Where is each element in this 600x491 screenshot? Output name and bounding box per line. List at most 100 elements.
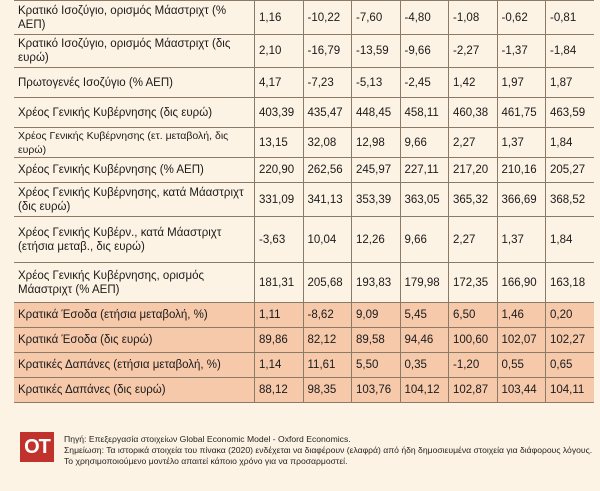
cell-value: 13,15 bbox=[254, 128, 303, 157]
cell-value: 435,47 bbox=[302, 98, 352, 127]
row-label: Κρατικό Ισοζύγιο, ορισμός Μάαστριχτ (δις… bbox=[18, 38, 231, 64]
row-label: Χρέος Γενικής Κυβέρνησης (δις ευρώ) bbox=[18, 106, 213, 119]
cell-value: 2,27 bbox=[448, 217, 497, 262]
row-label: Χρέος Γενικής Κυβέρνησης, ορισμός Μάαστρ… bbox=[18, 269, 205, 296]
cell-value: 104,11 bbox=[545, 378, 594, 402]
cell-value: 0,55 bbox=[496, 353, 546, 377]
cell-value: 172,35 bbox=[448, 263, 497, 302]
ot-logo: OT bbox=[20, 432, 54, 462]
cell-value: 341,13 bbox=[302, 183, 352, 216]
cell-value: -1,20 bbox=[448, 353, 497, 377]
cell-value: -7,60 bbox=[351, 1, 400, 34]
cell-value: -9,66 bbox=[399, 35, 449, 67]
cell-value: 102,87 bbox=[448, 378, 497, 402]
cell-value: 458,11 bbox=[399, 98, 449, 127]
cell-value: 220,90 bbox=[254, 158, 303, 182]
cell-value: 262,56 bbox=[302, 158, 352, 182]
cell-value: -3,63 bbox=[254, 217, 303, 262]
cell-value: 100,60 bbox=[448, 328, 497, 352]
cell-value: 1,46 bbox=[496, 303, 546, 327]
row-label: Κρατικές Δαπάνες (δις ευρώ) bbox=[14, 378, 254, 402]
cell-value: -1,37 bbox=[496, 35, 546, 67]
table-row: Πρωτογενές Ισοζύγιο (% ΑΕΠ) 4,17 -7,23 -… bbox=[14, 68, 594, 98]
cell-value: 0,65 bbox=[545, 353, 594, 377]
cell-value: 12,26 bbox=[351, 217, 400, 262]
cell-value: 210,16 bbox=[496, 158, 546, 182]
cell-value: 102,07 bbox=[496, 328, 546, 352]
cell-value: 32,08 bbox=[302, 128, 352, 157]
cell-value: 1,37 bbox=[496, 128, 546, 157]
cell-value: 2,27 bbox=[448, 128, 497, 157]
cell-value: -13,59 bbox=[351, 35, 400, 67]
cell-value: 10,04 bbox=[302, 217, 352, 262]
row-label: Κρατικά Έσοδα (ετήσια μεταβολή, %) bbox=[14, 303, 254, 327]
fiscal-data-table: Κρατικό Ισοζύγιο, ορισμός Μάαστριχτ (% Α… bbox=[14, 0, 594, 403]
cell-value: 103,76 bbox=[351, 378, 400, 402]
row-label: Κρατικές Δαπάνες (ετήσια μεταβολή, %) bbox=[14, 353, 254, 377]
cell-value: 9,66 bbox=[399, 217, 449, 262]
cell-value: 1,42 bbox=[448, 68, 497, 97]
cell-value: 12,98 bbox=[351, 128, 400, 157]
table-row: Κρατικό Ισοζύγιο, ορισμός Μάαστριχτ (% Α… bbox=[14, 1, 594, 35]
cell-value: 2,10 bbox=[254, 35, 303, 67]
cell-value: 94,46 bbox=[399, 328, 449, 352]
cell-value: 205,68 bbox=[302, 263, 352, 302]
cell-value: 11,61 bbox=[302, 353, 352, 377]
cell-value: 403,39 bbox=[254, 98, 303, 127]
cell-value: 4,17 bbox=[254, 68, 303, 97]
cell-value: 353,39 bbox=[351, 183, 400, 216]
cell-value: 98,35 bbox=[302, 378, 352, 402]
cell-value: 1,84 bbox=[545, 217, 594, 262]
footer-notes: Πηγή: Επεξεργασία στοιχείων Global Econo… bbox=[64, 434, 594, 467]
cell-value: 1,11 bbox=[254, 303, 303, 327]
cell-value: 227,11 bbox=[399, 158, 449, 182]
cell-value: 104,12 bbox=[399, 378, 449, 402]
table-row: Χρέος Γενικής Κυβέρνησης (ετ. μεταβολή, … bbox=[14, 128, 594, 158]
row-label: Πρωτογενές Ισοζύγιο (% ΑΕΠ) bbox=[18, 76, 173, 89]
table-row: Κρατικά Έσοδα (ετήσια μεταβολή, %) 1,11 … bbox=[14, 303, 594, 328]
table-row: Κρατικές Δαπάνες (ετήσια μεταβολή, %) 1,… bbox=[14, 353, 594, 378]
cell-value: 82,12 bbox=[302, 328, 352, 352]
table-row: Χρέος Γενικής Κυβέρνησης, κατά Μάαστριχτ… bbox=[14, 183, 594, 217]
cell-value: -0,62 bbox=[496, 1, 546, 34]
cell-value: 245,97 bbox=[351, 158, 400, 182]
cell-value: 365,32 bbox=[448, 183, 497, 216]
cell-value: -2,45 bbox=[399, 68, 449, 97]
cell-value: 205,27 bbox=[545, 158, 594, 182]
cell-value: 102,27 bbox=[545, 328, 594, 352]
cell-value: -2,27 bbox=[448, 35, 497, 67]
row-label: Χρέος Γενικής Κυβέρνησης, κατά Μάαστριχτ… bbox=[18, 186, 244, 213]
cell-value: 181,31 bbox=[254, 263, 303, 302]
cell-value: 1,37 bbox=[496, 217, 546, 262]
cell-value: -4,80 bbox=[399, 1, 449, 34]
table-row: Χρέος Γενικής Κυβέρνησης (% ΑΕΠ) 220,90 … bbox=[14, 158, 594, 183]
cell-value: 366,69 bbox=[496, 183, 546, 216]
cell-value: 103,44 bbox=[496, 378, 546, 402]
cell-value: 368,52 bbox=[545, 183, 594, 216]
cell-value: -5,13 bbox=[351, 68, 400, 97]
cell-value: 1,87 bbox=[545, 68, 594, 97]
row-label: Χρέος Γενικής Κυβέρν., κατά Μάαστριχτ (ε… bbox=[18, 226, 222, 253]
row-label: Χρέος Γενικής Κυβέρνησης (ετ. μεταβολή, … bbox=[18, 129, 229, 156]
row-label: Χρέος Γενικής Κυβέρνησης (% ΑΕΠ) bbox=[18, 164, 204, 176]
cell-value: 163,18 bbox=[545, 263, 594, 302]
cell-value: 0,35 bbox=[399, 353, 449, 377]
cell-value: 460,38 bbox=[448, 98, 497, 127]
cell-value: 1,97 bbox=[496, 68, 546, 97]
cell-value: 6,50 bbox=[448, 303, 497, 327]
cell-value: -8,62 bbox=[302, 303, 352, 327]
cell-value: 0,20 bbox=[545, 303, 594, 327]
cell-value: 179,98 bbox=[399, 263, 449, 302]
row-label: Κρατικό Ισοζύγιο, ορισμός Μάαστριχτ (% Α… bbox=[18, 4, 227, 31]
table-row: Χρέος Γενικής Κυβέρνησης, ορισμός Μάαστρ… bbox=[14, 263, 594, 303]
disclaimer-note: Σημείωση: Τα ιστορικά στοιχεία του πίνακ… bbox=[64, 445, 593, 466]
cell-value: -10,22 bbox=[302, 1, 352, 34]
cell-value: 363,05 bbox=[399, 183, 449, 216]
cell-value: 463,59 bbox=[545, 98, 594, 127]
cell-value: 166,90 bbox=[496, 263, 546, 302]
cell-value: 217,20 bbox=[448, 158, 497, 182]
cell-value: -16,79 bbox=[302, 35, 352, 67]
cell-value: 88,12 bbox=[254, 378, 303, 402]
cell-value: 461,75 bbox=[496, 98, 546, 127]
table-row: Κρατικό Ισοζύγιο, ορισμός Μάαστριχτ (δις… bbox=[14, 35, 594, 68]
